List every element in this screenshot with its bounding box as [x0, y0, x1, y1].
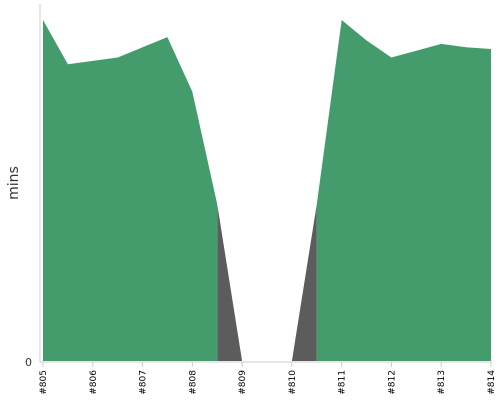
x-tick-label[interactable]: #807: [139, 370, 149, 395]
x-tick-label[interactable]: #810: [288, 370, 298, 395]
area-success-1: [43, 20, 218, 361]
x-axis-ticks: [42, 362, 492, 367]
x-tick-label[interactable]: #809: [238, 370, 248, 395]
chart-areas: [43, 20, 491, 361]
area-success-2: [316, 20, 491, 361]
x-axis-tick-labels: #805 #806 #807 #808 #809 #810 #811 #812 #813 #814: [39, 370, 497, 395]
y-tick-label-0: 0: [25, 356, 32, 369]
area-failed-1: [217, 204, 317, 361]
x-tick-label[interactable]: #814: [487, 370, 497, 395]
x-tick-label[interactable]: #811: [338, 370, 348, 395]
x-tick-label[interactable]: #813: [437, 370, 447, 395]
x-tick-label[interactable]: #808: [188, 370, 198, 395]
x-tick-label[interactable]: #805: [39, 370, 49, 395]
x-tick-label[interactable]: #806: [89, 370, 99, 395]
y-axis-title: mins: [6, 166, 22, 200]
x-tick-label[interactable]: #812: [387, 370, 397, 395]
